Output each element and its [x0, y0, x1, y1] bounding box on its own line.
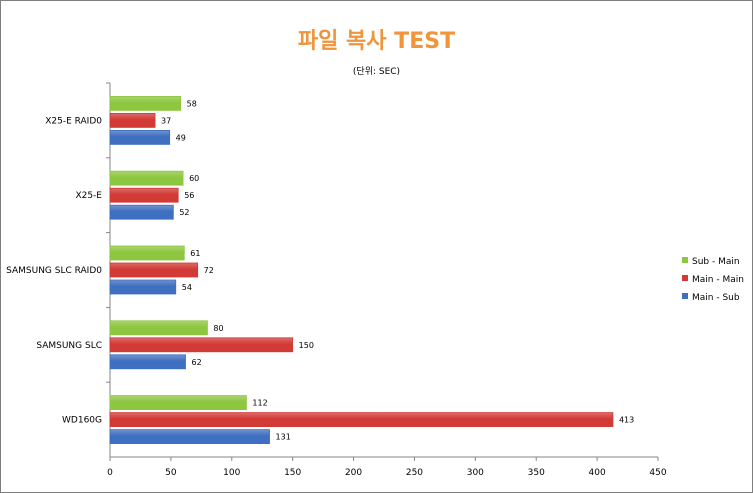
bar-sub-main	[109, 170, 184, 186]
legend-swatch	[682, 257, 688, 263]
bar-main-main	[109, 337, 294, 353]
data-label: 112	[252, 399, 267, 408]
legend-label: Main - Main	[692, 275, 744, 285]
category-label: X25-E	[75, 191, 102, 201]
bar-main-sub	[109, 354, 186, 370]
category-label: SAMSUNG SLC	[36, 341, 102, 351]
legend-label: Sub - Main	[692, 257, 740, 267]
bar-sub-main	[109, 245, 185, 261]
bar-main-sub	[109, 279, 177, 295]
bar-main-sub	[109, 429, 270, 445]
x-tick-label: 100	[223, 468, 240, 478]
x-tick-label: 150	[284, 468, 301, 478]
data-label: 62	[192, 358, 202, 367]
data-label: 54	[182, 283, 192, 292]
data-label: 56	[184, 191, 194, 200]
chart-title: 파일 복사 TEST	[297, 29, 456, 54]
data-label: 72	[204, 266, 214, 275]
category-label: WD160G	[62, 416, 102, 426]
bar-main-sub	[109, 204, 174, 220]
x-tick-label: 300	[467, 468, 484, 478]
bar-sub-main	[109, 320, 208, 336]
x-tick-label: 50	[165, 468, 177, 478]
data-label: 150	[299, 341, 314, 350]
data-label: 49	[176, 133, 186, 142]
bar-main-main	[109, 262, 199, 278]
legend-swatch	[682, 293, 688, 299]
x-tick-label: 450	[649, 468, 666, 478]
legend-label: Main - Sub	[692, 293, 740, 303]
x-tick-label: 400	[589, 468, 606, 478]
bar-main-main	[109, 187, 179, 203]
x-tick-label: 200	[345, 468, 362, 478]
category-label: SAMSUNG SLC RAID0	[6, 266, 102, 276]
bar-main-sub	[109, 129, 171, 145]
data-label: 58	[187, 99, 197, 108]
data-label: 52	[179, 208, 189, 217]
data-label: 80	[213, 324, 223, 333]
data-label: 413	[619, 416, 634, 425]
bar-sub-main	[109, 96, 182, 111]
x-tick-label: 350	[528, 468, 545, 478]
x-tick-label: 250	[406, 468, 423, 478]
data-label: 61	[190, 249, 200, 258]
data-label: 131	[276, 433, 291, 442]
bar-main-main	[109, 412, 614, 428]
x-tick-label: 0	[107, 468, 113, 478]
data-label: 60	[189, 174, 199, 183]
bar-main-main	[109, 113, 156, 128]
chart-subtitle: (단위: SEC)	[352, 67, 401, 77]
legend-swatch	[682, 275, 688, 281]
data-label: 37	[161, 116, 171, 125]
category-label: X25-E RAID0	[45, 116, 102, 126]
bar-sub-main	[109, 395, 247, 411]
